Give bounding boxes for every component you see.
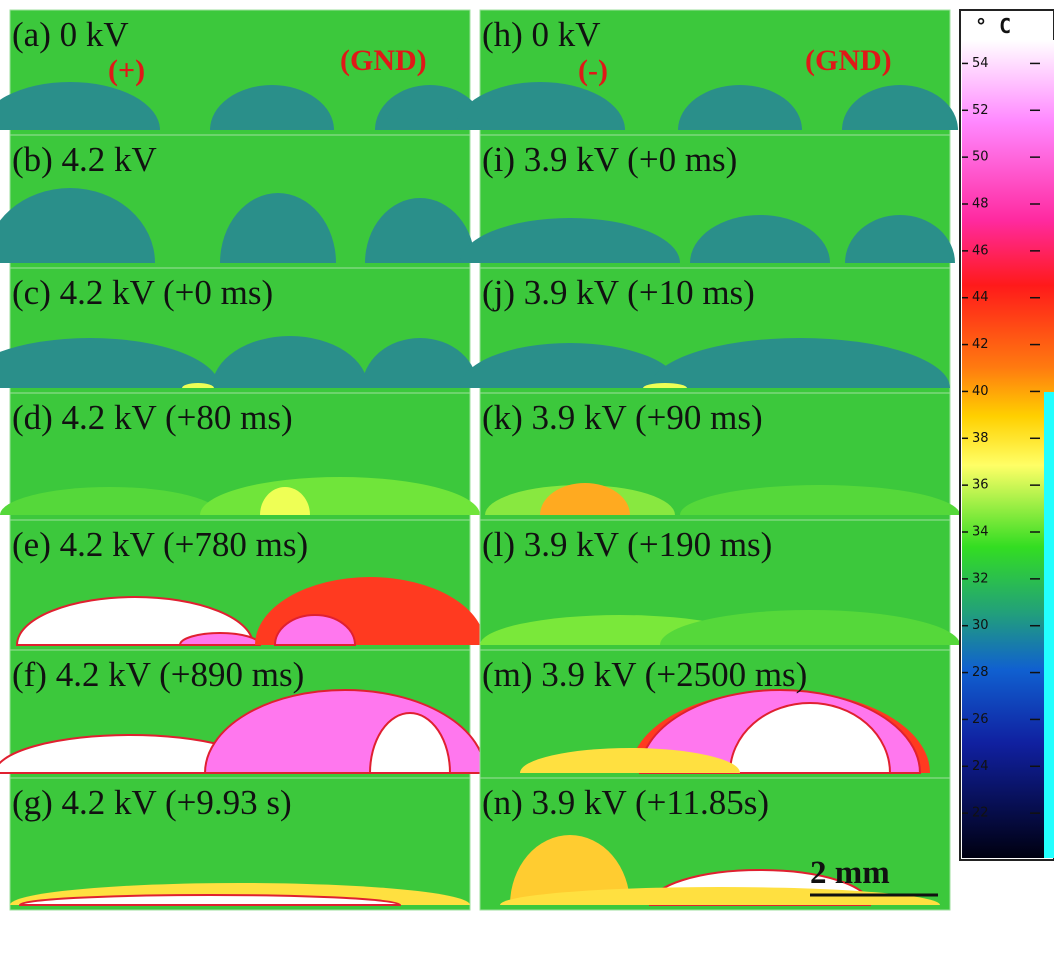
droplet	[0, 82, 160, 130]
colorbar-tick-label: 24	[972, 759, 989, 774]
colorbar-tick-label: 28	[972, 665, 989, 680]
droplet	[260, 487, 310, 515]
droplet	[678, 85, 802, 130]
colorbar-tick-label: 38	[972, 431, 989, 446]
panel-label: (l) 3.9 kV (+190 ms)	[482, 525, 772, 564]
droplet	[540, 483, 630, 515]
colorbar-unit: ° C	[975, 14, 1011, 38]
colorbar-tick-label: 44	[972, 290, 989, 305]
panel-label: (j) 3.9 kV (+10 ms)	[482, 273, 755, 312]
colorbar-tick-label: 22	[972, 806, 989, 821]
colorbar-tick-label: 32	[972, 571, 989, 586]
droplet	[845, 215, 955, 263]
droplet	[182, 383, 214, 388]
droplet	[212, 336, 368, 388]
droplet	[643, 383, 687, 388]
polarity-label: (GND)	[805, 44, 892, 77]
droplet	[368, 712, 452, 774]
colorbar-tick-label: 34	[972, 525, 989, 540]
colorbar-tick-label: 30	[972, 618, 989, 633]
panel-label: (a) 0 kV	[12, 15, 129, 54]
panel-label: (m) 3.9 kV (+2500 ms)	[482, 655, 807, 694]
panel-label: (e) 4.2 kV (+780 ms)	[12, 525, 308, 564]
colorbar-tick-label: 42	[972, 337, 989, 352]
colorbar-strip	[1044, 392, 1054, 858]
panel-label: (f) 4.2 kV (+890 ms)	[12, 655, 304, 694]
colorbar-gradient	[962, 40, 1054, 858]
panel-label: (b) 4.2 kV	[12, 140, 157, 179]
droplet	[510, 835, 630, 905]
panel-label: (h) 0 kV	[482, 15, 601, 54]
colorbar-tick-label: 50	[972, 150, 989, 165]
colorbar-tick-label: 26	[972, 712, 989, 727]
scale-bar-label: 2 mm	[810, 855, 890, 891]
colorbar-tick-label: 52	[972, 103, 989, 118]
droplet	[500, 887, 940, 905]
droplet	[18, 894, 402, 906]
polarity-label: (+)	[108, 54, 145, 87]
panel-label: (k) 3.9 kV (+90 ms)	[482, 398, 763, 437]
panel-label: (i) 3.9 kV (+0 ms)	[482, 140, 737, 179]
panel-label: (d) 4.2 kV (+80 ms)	[12, 398, 293, 437]
droplet	[455, 82, 625, 130]
droplet	[220, 193, 336, 263]
droplet	[650, 338, 950, 388]
droplet	[680, 485, 960, 515]
droplet	[842, 85, 958, 130]
colorbar-tick-label: 36	[972, 478, 989, 493]
droplet	[520, 748, 740, 773]
droplet	[660, 610, 960, 645]
droplet	[0, 188, 155, 263]
droplet	[210, 85, 334, 130]
polarity-label: (-)	[578, 54, 608, 87]
polarity-label: (GND)	[340, 44, 427, 77]
panel-label: (c) 4.2 kV (+0 ms)	[12, 273, 273, 312]
droplet	[728, 702, 892, 774]
droplet	[0, 487, 220, 515]
droplet	[365, 198, 475, 263]
colorbar-tick-label: 54	[972, 56, 989, 71]
colorbar-tick-label: 46	[972, 243, 989, 258]
droplet	[460, 343, 680, 388]
panel-label: (g) 4.2 kV (+9.93 s)	[12, 783, 292, 822]
colorbar-tick-label: 40	[972, 384, 989, 399]
droplet	[273, 614, 357, 646]
droplet	[362, 338, 478, 388]
droplet	[15, 596, 255, 646]
droplet	[0, 338, 220, 388]
droplet	[690, 215, 830, 263]
colorbar-tick-label: 48	[972, 197, 989, 212]
droplet	[460, 218, 680, 263]
panel-label: (n) 3.9 kV (+11.85s)	[482, 783, 769, 822]
